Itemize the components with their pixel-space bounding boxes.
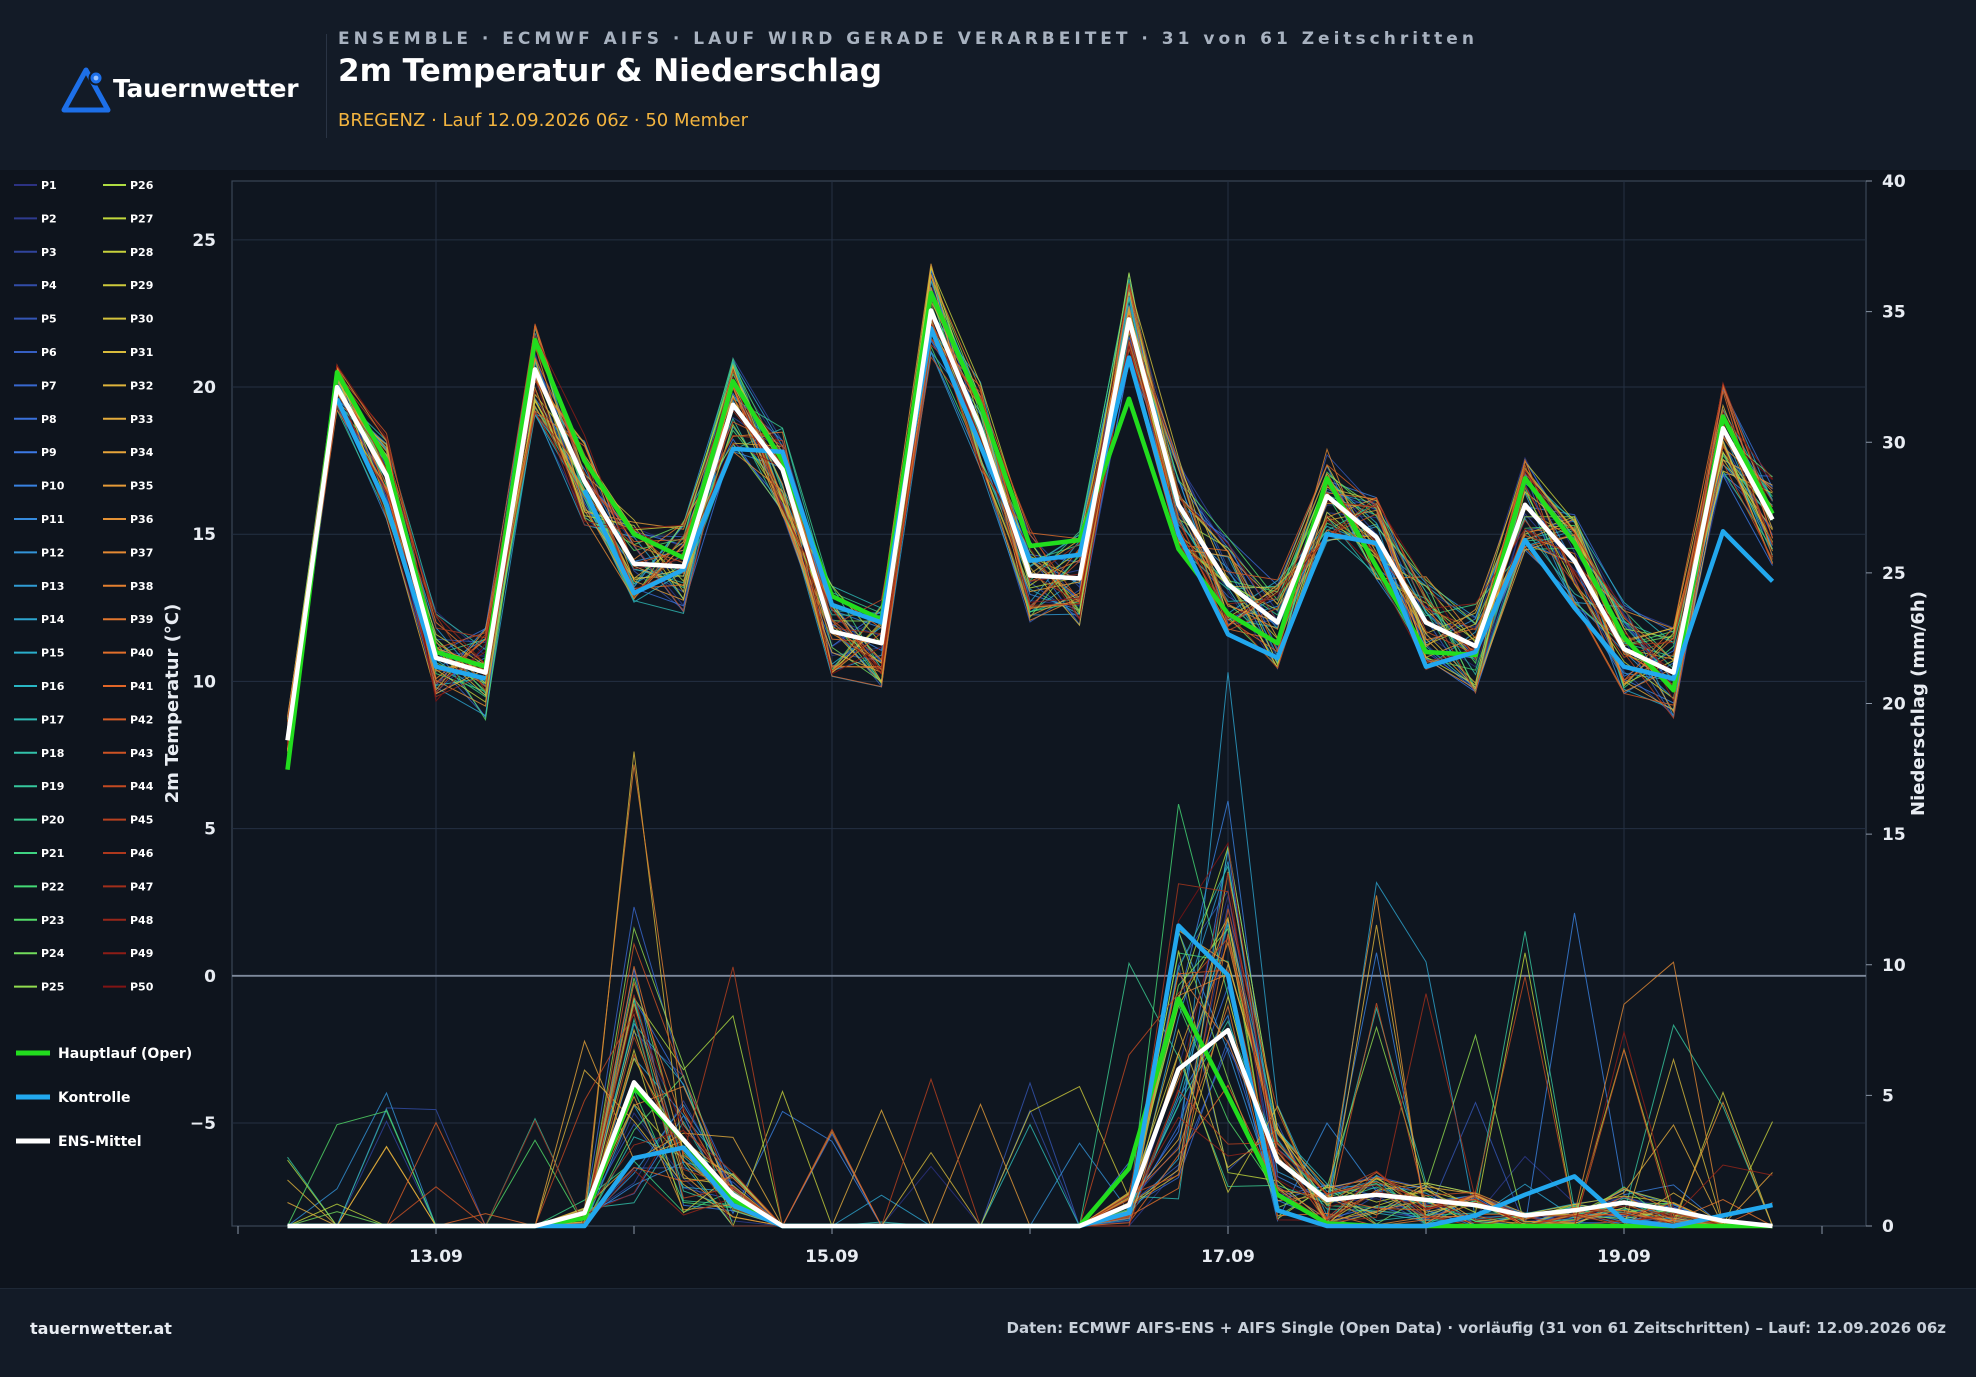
y2-tick-label: 30 [1882, 433, 1906, 453]
legend-member-label: P40 [130, 647, 154, 660]
y2-tick-label: 40 [1882, 172, 1906, 192]
legend-member-label: P16 [41, 680, 65, 693]
mean-precipitation-line [287, 1027, 1773, 1229]
legend-member-label: P23 [41, 914, 64, 927]
member-temp-line [287, 330, 1773, 744]
legend-member-label: P43 [130, 747, 153, 760]
mean-temperature-line [285, 308, 1775, 741]
y2-tick-label: 10 [1882, 956, 1906, 976]
y2-tick-label: 35 [1882, 303, 1906, 323]
y-tick-label: 20 [192, 378, 216, 398]
legend-member-label: P25 [41, 981, 64, 994]
legend-member-label: P20 [41, 814, 65, 827]
x-tick-label: 13.09 [409, 1247, 463, 1267]
legend-member-label: P13 [41, 580, 64, 593]
header-divider [326, 34, 327, 138]
legend-member-label: P1 [41, 179, 57, 192]
legend-member-label: P39 [130, 613, 153, 626]
legend-member-label: P15 [41, 647, 64, 660]
plot-area [231, 180, 1867, 1227]
legend-member-label: P18 [41, 747, 64, 760]
legend-mean-label: ENS-Mittel [58, 1134, 142, 1150]
legend-member-label: P7 [41, 379, 57, 392]
y-axis-label: 2m Temperatur (°C) [162, 604, 183, 804]
legend-member-label: P32 [130, 379, 153, 392]
legend-member-label: P19 [41, 780, 64, 793]
legend-member-label: P2 [41, 212, 57, 225]
run-status-kicker: ENSEMBLE · ECMWF AIFS · LAUF WIRD GERADE… [338, 29, 1478, 49]
y2-tick-label: 20 [1882, 695, 1906, 715]
member-temp-line [287, 314, 1773, 760]
legend-member-label: P50 [130, 981, 154, 994]
ensemble-chart: −5 0 5 10 15 20 25 0 5 10 15 20 25 30 35 40 13.09 15.09 17… [14, 172, 1929, 1267]
legend-member-label: P10 [41, 480, 65, 493]
legend-member-label: P29 [130, 279, 153, 292]
legend-member-label: P45 [130, 814, 153, 827]
y-tick-label: 25 [192, 231, 216, 251]
legend-member-label: P44 [130, 780, 154, 793]
x-tick-label: 17.09 [1201, 1247, 1255, 1267]
legend-member-label: P48 [130, 914, 153, 927]
legend-member-label: P28 [130, 246, 153, 259]
legend-member-label: P14 [41, 613, 65, 626]
legend-member-label: P26 [130, 179, 154, 192]
legend-member-label: P9 [41, 446, 57, 459]
legend-member-label: P17 [41, 713, 64, 726]
member-temp-line [287, 321, 1773, 723]
mountain-logo-icon [61, 67, 111, 113]
legend-member-label: P5 [41, 313, 57, 326]
legend-member-label: P21 [41, 847, 64, 860]
legend-member-label: P31 [130, 346, 153, 359]
member-temp-line [287, 326, 1773, 731]
brand-name[interactable]: Tauernwetter [113, 74, 299, 103]
legend-member-label: P27 [130, 212, 153, 225]
y2-tick-label: 25 [1882, 564, 1906, 584]
legend-member-label: P24 [41, 947, 65, 960]
legend-oper-label: Hauptlauf (Oper) [58, 1046, 192, 1062]
y-tick-label: 5 [204, 820, 216, 840]
y-tick-label: 10 [192, 672, 216, 692]
header-bar: Tauernwetter ENSEMBLE · ECMWF AIFS · LAU… [0, 0, 1976, 170]
oper-temperature-line [285, 290, 1775, 770]
legend-member-label: P38 [130, 580, 153, 593]
legend-member-label: P49 [130, 947, 153, 960]
footer-data-source: Daten: ECMWF AIFS-ENS + AIFS Single (Ope… [1006, 1319, 1947, 1337]
legend-member-label: P12 [41, 546, 64, 559]
member-temp-line [287, 285, 1773, 755]
legend-member-label: P37 [130, 546, 153, 559]
y-tick-label: 15 [192, 525, 216, 545]
y-tick-label: 0 [204, 967, 216, 987]
legend-member-label: P35 [130, 480, 153, 493]
legend-member-label: P46 [130, 847, 154, 860]
page-title: 2m Temperatur & Niederschlag [338, 53, 882, 89]
y-tick-label: −5 [190, 1114, 216, 1134]
x-tick-label: 15.09 [805, 1247, 859, 1267]
legend-member-label: P41 [130, 680, 153, 693]
legend-member-label: P36 [130, 513, 154, 526]
legend-member-label: P3 [41, 246, 57, 259]
footer-bar: tauernwetter.at Daten: ECMWF AIFS-ENS + … [0, 1288, 1976, 1377]
legend-member-label: P47 [130, 880, 153, 893]
legend-member-label: P42 [130, 713, 153, 726]
legend-member-label: P8 [41, 413, 57, 426]
legend-control-label: Kontrolle [58, 1090, 131, 1106]
legend-member-label: P34 [130, 446, 154, 459]
y2-tick-label: 5 [1882, 1086, 1894, 1106]
y2-axis-label: Niederschlag (mm/6h) [1908, 591, 1929, 816]
member-temp-line [287, 303, 1773, 726]
location-run-subtitle: BREGENZ · Lauf 12.09.2026 06z · 50 Membe… [338, 110, 749, 131]
x-tick-label: 19.09 [1597, 1247, 1651, 1267]
legend-member-label: P33 [130, 413, 153, 426]
legend-member-label: P6 [41, 346, 57, 359]
y2-tick-label: 15 [1882, 825, 1906, 845]
legend-member-label: P30 [130, 313, 154, 326]
footer-site-link[interactable]: tauernwetter.at [30, 1319, 172, 1338]
y2-tick-label: 0 [1882, 1217, 1894, 1237]
legend-member-label: P4 [41, 279, 57, 292]
legend-member-label: P11 [41, 513, 64, 526]
legend-member-label: P22 [41, 880, 64, 893]
control-temperature-line [334, 325, 1775, 681]
